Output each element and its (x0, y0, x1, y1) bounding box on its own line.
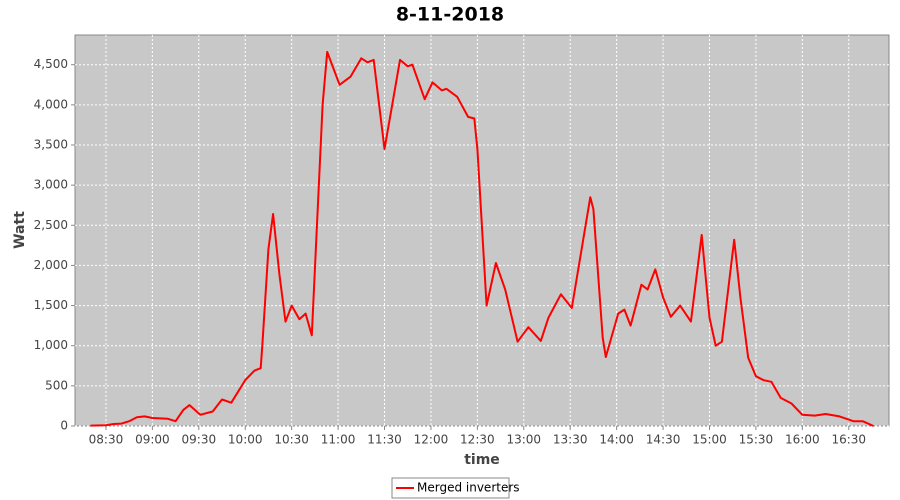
y-tick-label: 4,000 (34, 97, 68, 111)
series-line (90, 50, 874, 427)
y-tick-label: 1,500 (34, 298, 68, 312)
x-tick-label: 11:00 (321, 433, 356, 447)
y-tick-label: 500 (45, 378, 68, 392)
y-tick-label: 2,500 (34, 218, 68, 232)
legend-box (391, 477, 510, 499)
x-tick-label: 10:30 (274, 433, 309, 447)
x-tick-label: 12:00 (414, 433, 449, 447)
x-tick-label: 16:00 (785, 433, 820, 447)
chart-title: 8-11-2018 (396, 4, 504, 26)
x-tick-label: 13:30 (553, 433, 588, 447)
x-tick-label: 15:30 (739, 433, 774, 447)
x-tick-label: 11:30 (367, 433, 402, 447)
x-axis-label: time (464, 452, 500, 468)
x-tick-label: 15:00 (692, 433, 727, 447)
x-tick-label: 12:30 (460, 433, 495, 447)
y-tick-label: 3,000 (34, 178, 68, 192)
y-tick-label: 2,000 (34, 258, 68, 272)
x-tick-label: 08:30 (89, 433, 124, 447)
x-tick-label: 14:00 (599, 433, 634, 447)
x-tick-label: 14:30 (646, 433, 681, 447)
x-tick-label: 09:00 (135, 433, 170, 447)
y-tick-label: 3,500 (34, 137, 68, 151)
y-tick-label: 4,500 (34, 57, 68, 71)
y-axis-label: Watt (12, 211, 28, 249)
legend-label: Merged inverters (417, 481, 520, 495)
x-tick-label: 13:00 (506, 433, 541, 447)
y-tick-label: 1,000 (34, 338, 68, 352)
x-tick-label: 10:00 (228, 433, 263, 447)
x-tick-label: 16:30 (831, 433, 866, 447)
y-tick-label: 0 (60, 419, 68, 433)
x-tick-label: 09:30 (182, 433, 217, 447)
